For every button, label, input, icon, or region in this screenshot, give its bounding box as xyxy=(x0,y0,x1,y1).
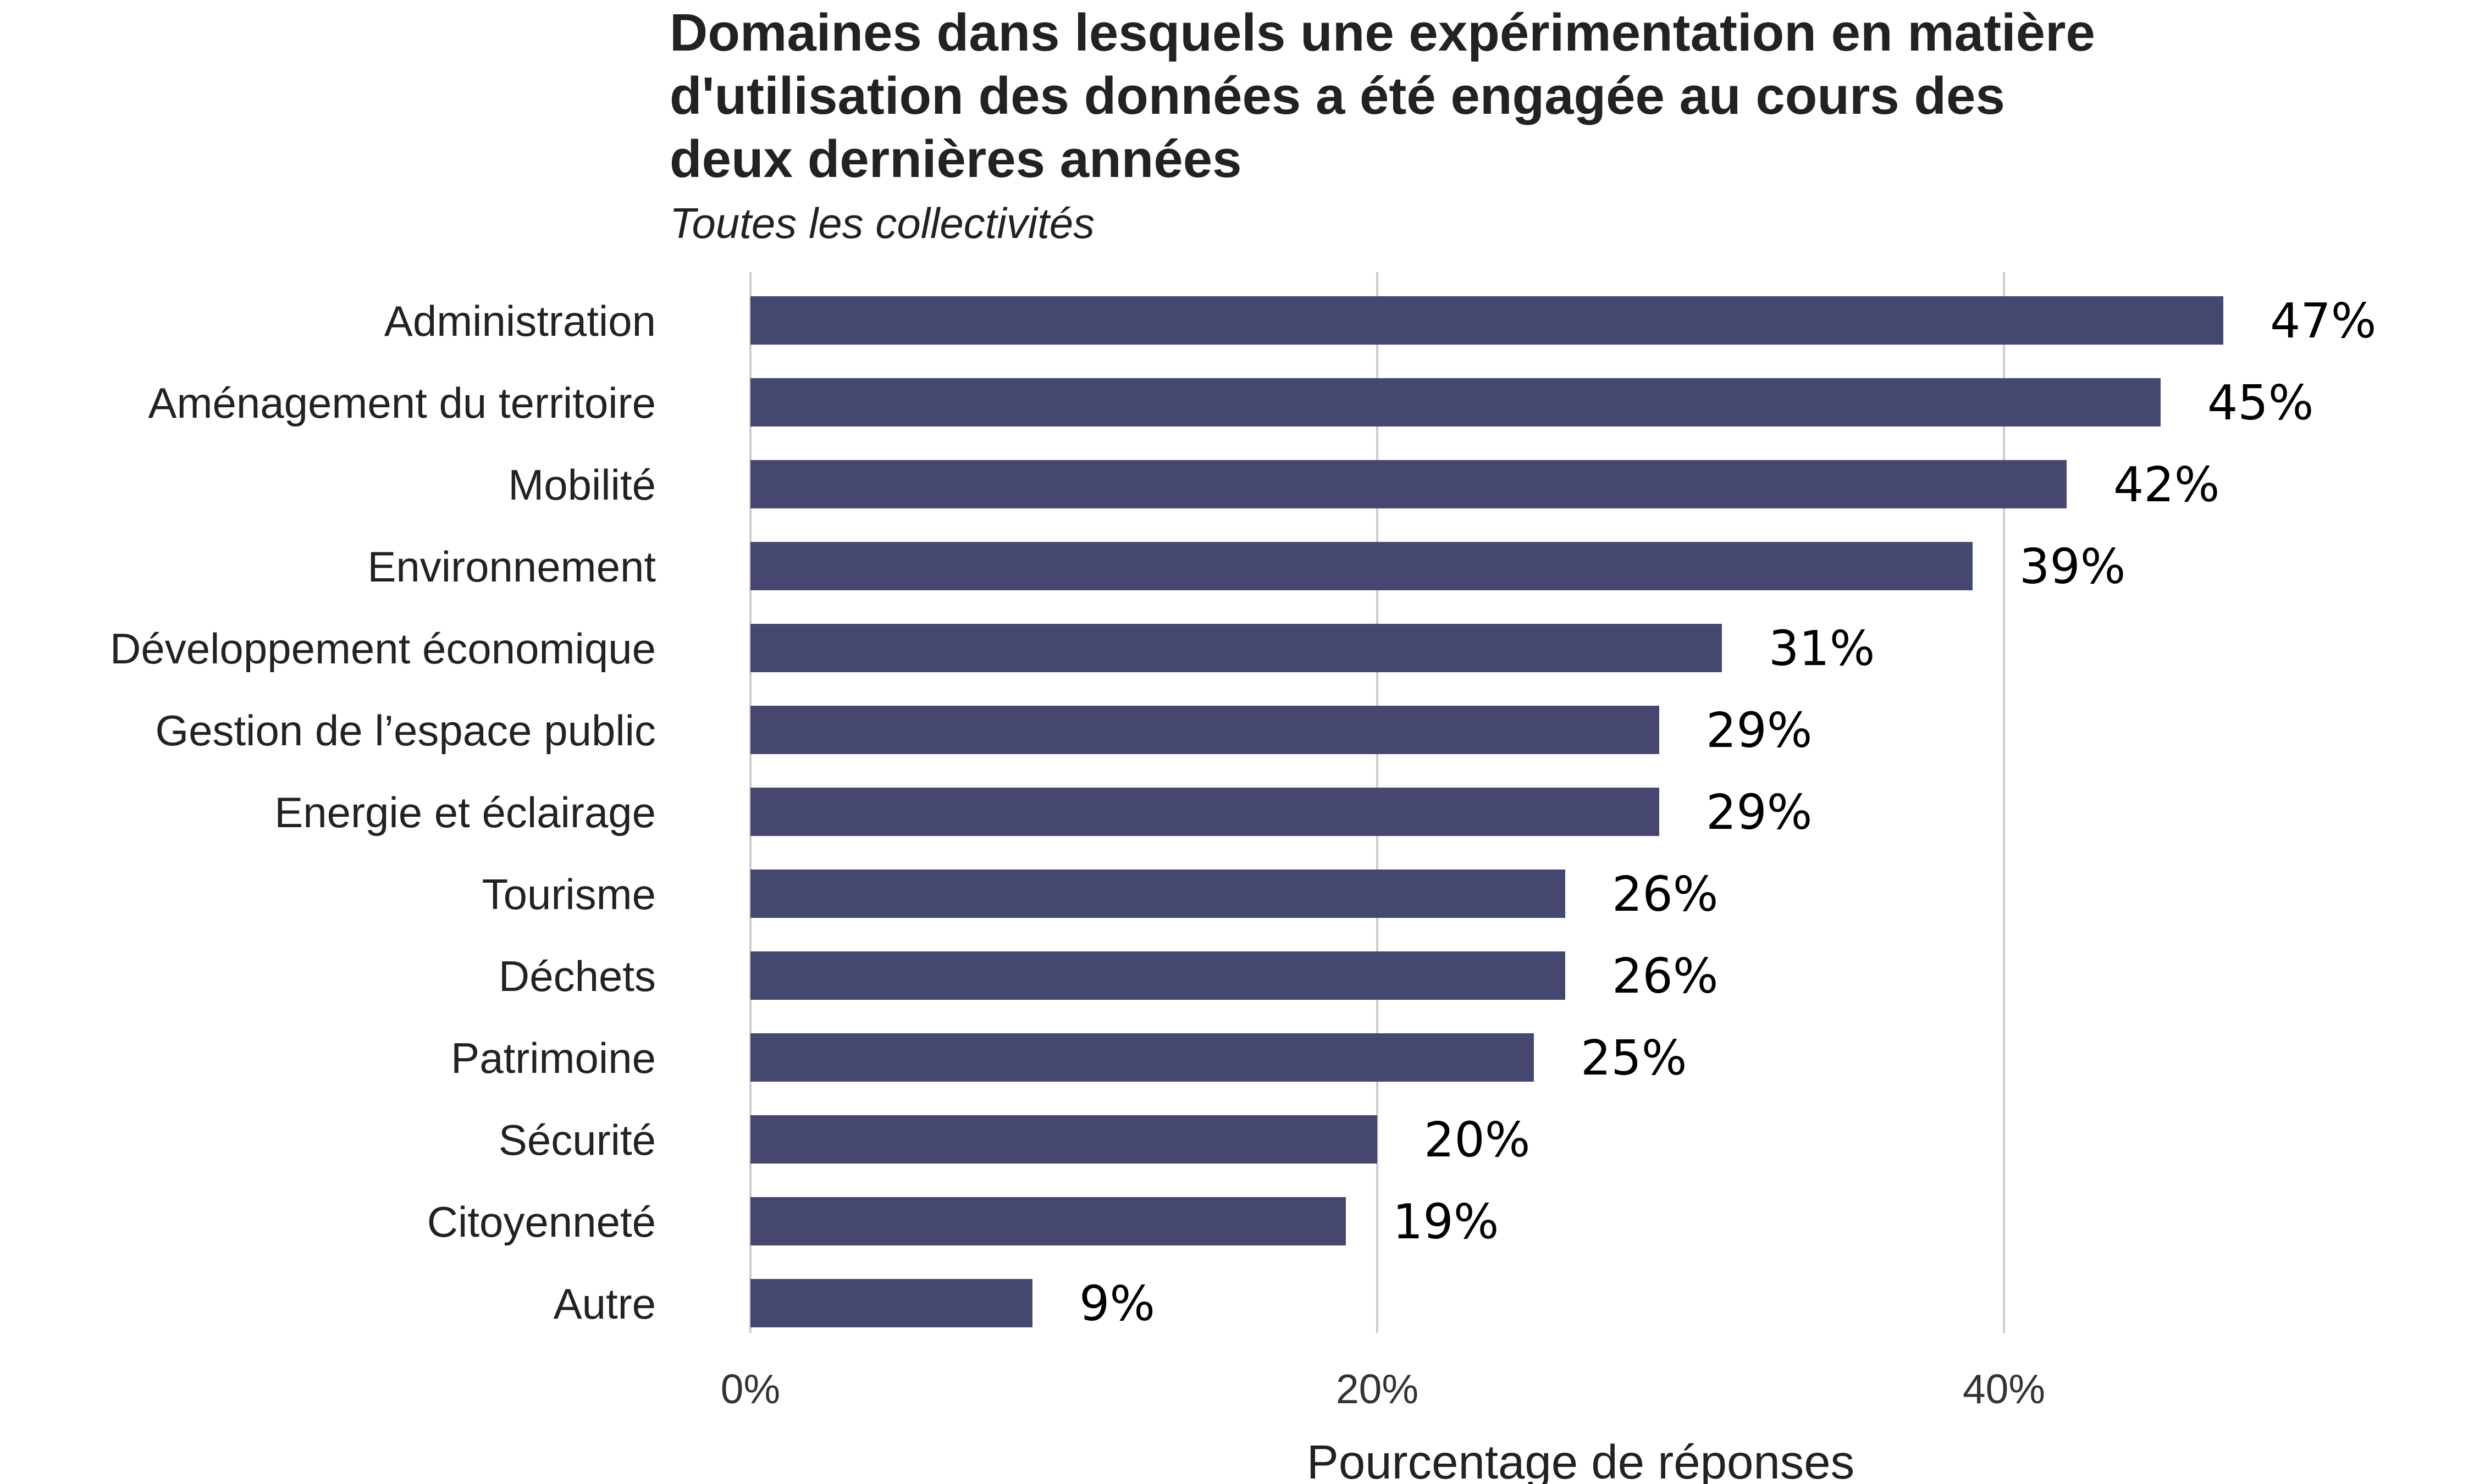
bar xyxy=(750,296,2223,345)
bar xyxy=(750,460,2067,508)
category-label: Gestion de l’espace public xyxy=(155,706,656,755)
chart-title-line-3: deux dernières années xyxy=(670,130,1241,189)
x-axis-ticks: 0% 20% 40% xyxy=(721,1366,2045,1412)
category-label: Tourisme xyxy=(482,870,656,918)
x-axis-title: Pourcentage de réponses xyxy=(1307,1436,1854,1484)
category-label: Aménagement du territoire xyxy=(148,379,656,427)
category-label: Déchets xyxy=(499,952,656,1000)
category-label: Citoyenneté xyxy=(427,1198,656,1246)
bar xyxy=(750,706,1659,754)
value-label: 25% xyxy=(1581,1030,1687,1086)
bar xyxy=(750,951,1565,1000)
category-label: Administration xyxy=(384,297,656,345)
value-label: 29% xyxy=(1706,702,1812,758)
value-label: 9% xyxy=(1079,1276,1155,1332)
value-label: 26% xyxy=(1612,866,1718,922)
x-tick-label: 40% xyxy=(1963,1366,2045,1412)
bar xyxy=(750,624,1722,672)
bar xyxy=(750,542,1973,590)
bar xyxy=(750,378,2161,427)
chart-title-line-1: Domaines dans lesquels une expérimentati… xyxy=(670,3,2095,62)
value-label: 29% xyxy=(1706,784,1812,840)
x-tick-label: 20% xyxy=(1336,1366,1418,1412)
bar xyxy=(750,1115,1377,1164)
bar xyxy=(750,1279,1032,1327)
value-label: 45% xyxy=(2207,375,2313,431)
bars xyxy=(750,296,2223,1327)
category-labels: Administration Aménagement du territoire M… xyxy=(110,297,656,1328)
value-label: 26% xyxy=(1612,948,1718,1004)
category-label: Patrimoine xyxy=(451,1034,656,1082)
bar xyxy=(750,870,1565,918)
chart-title-line-2: d'utilisation des données a été engagée … xyxy=(670,67,2005,125)
value-label: 42% xyxy=(2113,457,2219,513)
value-label: 20% xyxy=(1424,1112,1530,1168)
category-label: Energie et éclairage xyxy=(274,788,656,837)
value-label: 31% xyxy=(1769,621,1875,677)
category-label: Sécurité xyxy=(499,1116,656,1164)
bar xyxy=(750,1197,1346,1245)
x-tick-label: 0% xyxy=(721,1366,780,1412)
chart-subtitle: Toutes les collectivités xyxy=(670,199,1095,247)
value-label: 19% xyxy=(1393,1194,1499,1250)
category-label: Développement économique xyxy=(110,624,656,673)
category-label: Autre xyxy=(554,1280,656,1328)
value-labels: 47% 45% 42% 39% 31% 29% 29% 26% 26% 25% 20% 19% 9% xyxy=(1079,293,2376,1332)
category-label: Mobilité xyxy=(508,461,656,509)
value-label: 47% xyxy=(2270,293,2376,349)
value-label: 39% xyxy=(2019,539,2125,595)
category-label: Environnement xyxy=(367,542,656,591)
bar xyxy=(750,788,1659,836)
bar xyxy=(750,1033,1534,1082)
